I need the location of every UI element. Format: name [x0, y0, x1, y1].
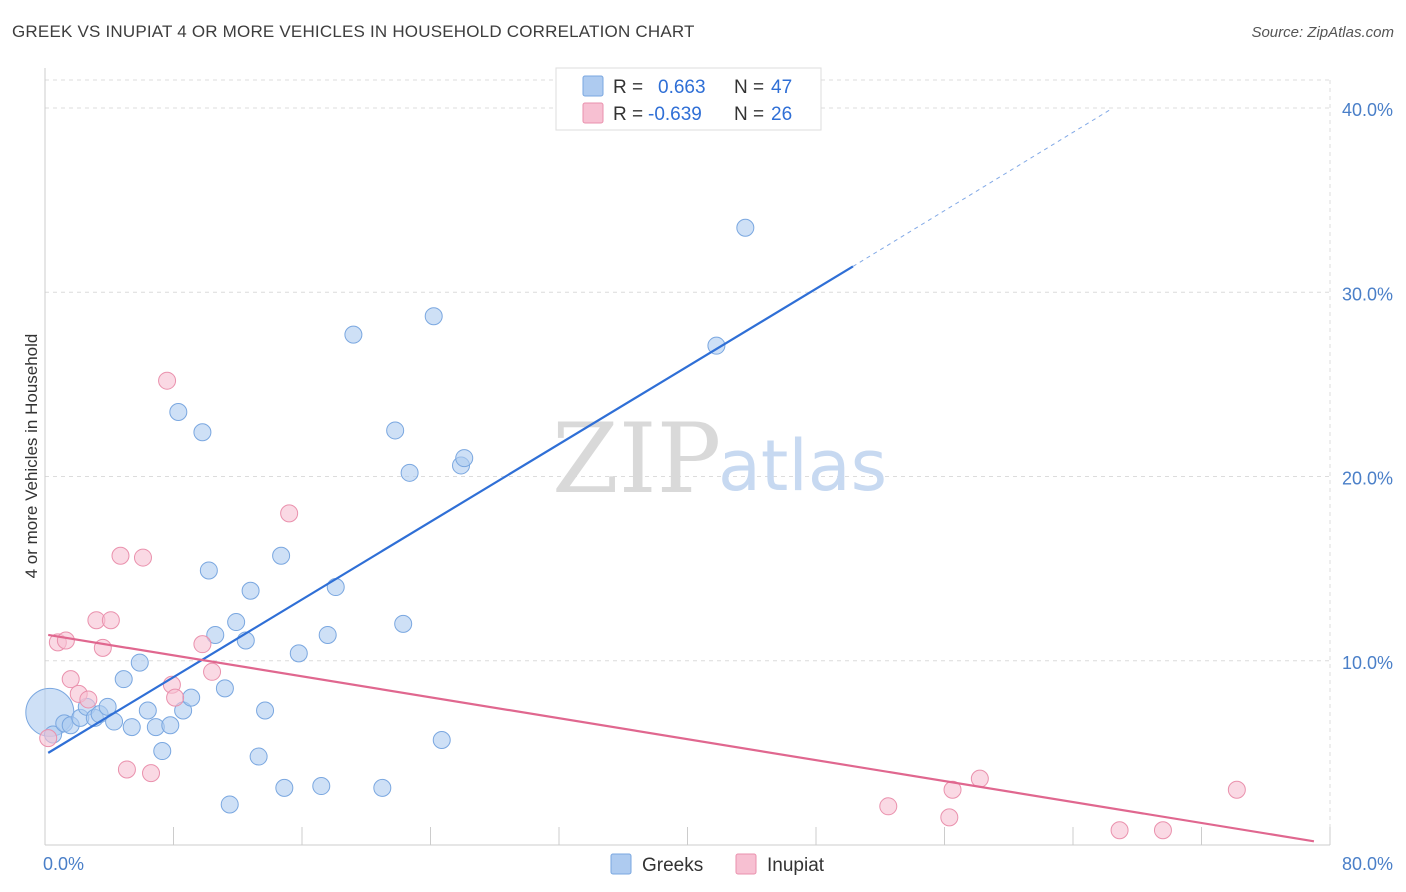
legend-n-value-inupiat: 26 — [771, 104, 792, 125]
inupiat-point — [142, 764, 161, 783]
inupiat-point — [1227, 780, 1246, 799]
bottom-legend-greeks: Greeks — [642, 855, 703, 876]
zipatlas-watermark: ZIP atlas — [552, 403, 887, 515]
greeks-point — [432, 730, 451, 749]
series-legend: Greeks Inupiat — [610, 853, 825, 876]
inupiat-point — [111, 546, 130, 565]
legend-r-value-greeks: 0.663 — [658, 77, 706, 98]
greeks-point — [241, 581, 260, 600]
y-tick-label: 30.0% — [1342, 284, 1393, 304]
greeks-point — [394, 614, 413, 633]
inupiat-point — [879, 797, 898, 816]
greeks-trend-extension — [852, 109, 1111, 267]
greeks-point — [256, 701, 275, 720]
trend-lines — [47, 109, 1315, 843]
legend-swatch-inupiat — [582, 102, 604, 124]
greeks-point — [130, 653, 149, 672]
inupiat-point — [56, 631, 75, 650]
chart-title: GREEK VS INUPIAT 4 OR MORE VEHICLES IN H… — [12, 22, 695, 41]
greeks-point — [122, 718, 141, 737]
greeks-point — [326, 578, 345, 597]
y-tick-label: 20.0% — [1342, 469, 1393, 489]
inupiat-point — [158, 371, 177, 390]
inupiat-point — [39, 729, 58, 748]
y-tick-label: 10.0% — [1342, 653, 1393, 673]
inupiat-point — [280, 504, 299, 523]
inupiat-point — [101, 611, 120, 630]
greeks-point — [455, 449, 474, 468]
greeks-point — [312, 777, 331, 796]
greeks-point — [161, 716, 180, 735]
greeks-point — [275, 778, 294, 797]
legend-r-value-inupiat: -0.639 — [648, 104, 702, 125]
greeks-point — [206, 625, 225, 644]
greeks-point — [736, 218, 755, 237]
x-tick-label-max: 80.0% — [1342, 854, 1393, 874]
inupiat-point — [117, 760, 136, 779]
inupiat-point — [61, 670, 80, 689]
greeks-point — [199, 561, 218, 580]
greeks-point — [707, 336, 726, 355]
greeks-point — [169, 403, 188, 422]
greeks-point — [215, 679, 234, 698]
x-tick-labels: 0.0% 80.0% — [43, 854, 1393, 874]
inupiat-point — [943, 780, 962, 799]
inupiat-point — [940, 808, 959, 827]
bottom-legend-inupiat: Inupiat — [767, 855, 825, 876]
greeks-point — [386, 421, 405, 440]
greeks-point — [400, 463, 419, 482]
inupiat-point — [79, 690, 98, 709]
greeks-point — [424, 307, 443, 326]
greeks-point — [153, 742, 172, 761]
bottom-swatch-inupiat — [735, 853, 757, 875]
watermark-atlas: atlas — [718, 425, 887, 507]
legend-swatch-greeks — [582, 75, 604, 97]
legend-r-label-inupiat: R = — [613, 104, 643, 125]
greeks-point — [114, 670, 133, 689]
data-points — [25, 218, 1246, 840]
greeks-point — [272, 546, 291, 565]
greeks-point — [227, 613, 246, 632]
legend-r-label-greeks: R = — [613, 77, 643, 98]
inupiat-point — [1153, 821, 1172, 840]
greeks-point — [174, 701, 193, 720]
inupiat-trend-line — [48, 633, 1315, 843]
legend-n-value-greeks: 47 — [771, 77, 792, 98]
greeks-point — [318, 625, 337, 644]
greeks-point — [344, 325, 363, 344]
source-credit: Source: ZipAtlas.com — [1251, 24, 1394, 41]
y-tick-labels: 10.0% 20.0% 30.0% 40.0% — [1342, 100, 1393, 673]
inupiat-point — [193, 635, 212, 654]
inupiat-point — [203, 662, 222, 681]
inupiat-point — [970, 769, 989, 788]
y-tick-label: 40.0% — [1342, 100, 1393, 120]
greeks-trend-line — [47, 265, 854, 754]
greeks-point — [249, 747, 268, 766]
legend-n-label-greeks: N = — [734, 77, 764, 98]
y-axis-label: 4 or more Vehicles in Household — [22, 334, 41, 579]
greeks-point — [138, 701, 157, 720]
greeks-point — [289, 644, 308, 663]
x-tick-label-min: 0.0% — [43, 854, 84, 874]
watermark-zip: ZIP — [552, 403, 721, 515]
inupiat-point — [133, 548, 152, 567]
bottom-swatch-greeks — [610, 853, 632, 875]
legend-n-label-inupiat: N = — [734, 104, 764, 125]
greeks-point — [182, 688, 201, 707]
greeks-point — [220, 795, 239, 814]
greeks-point — [193, 423, 212, 442]
inupiat-point — [1110, 821, 1129, 840]
inupiat-point — [166, 688, 185, 707]
correlation-legend: R = 0.663 N = 47 R = -0.639 N = 26 — [555, 67, 822, 131]
greeks-point — [373, 778, 392, 797]
